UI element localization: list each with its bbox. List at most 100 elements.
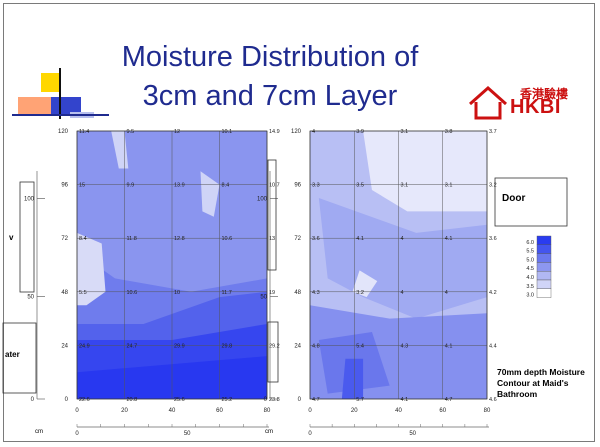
left-side-label-upper: v xyxy=(9,233,14,242)
left-grid-value: 24.9 xyxy=(79,343,90,349)
left-contour-light-top xyxy=(111,131,129,169)
right-x-tick-label: 0 xyxy=(308,408,312,414)
left-x-tick-label: 0 xyxy=(75,408,79,414)
left-bottom-ruler-label: 50 xyxy=(184,431,191,437)
right-grid-value: 3.2 xyxy=(356,290,364,296)
house-roof-icon xyxy=(469,85,507,120)
left-left-ruler-label: 100 xyxy=(24,196,35,202)
right-grid-value: 4.3 xyxy=(401,343,409,349)
legend-level-label: 6.0 xyxy=(526,240,534,246)
right-plot-border xyxy=(309,130,488,400)
right-x-tick-label: 20 xyxy=(351,408,358,414)
left-grid-value: 19 xyxy=(269,290,275,296)
caption-label: 70mm depth Moisture Contour at Maid's Ba… xyxy=(497,367,585,399)
logo-chinese-text: 香港驗樓 xyxy=(520,87,569,101)
left-plot-border xyxy=(76,130,268,400)
left-grid-value: 13.9 xyxy=(174,183,185,189)
left-grid-value: 25.6 xyxy=(174,397,185,403)
left-left-ruler-label: 0 xyxy=(31,397,35,403)
legend-swatch xyxy=(536,235,552,246)
right-y-tick-label: 120 xyxy=(291,129,302,135)
right-grid-value: 3.1 xyxy=(401,183,409,189)
left-left-ruler-label: 50 xyxy=(27,294,34,300)
legend-level-label: 4.0 xyxy=(526,275,534,281)
left-grid-value: 14.9 xyxy=(269,129,280,135)
legend-swatch xyxy=(536,253,552,263)
logo-english-text: HKBI xyxy=(510,96,561,118)
left-grid-value: 10.7 xyxy=(269,183,280,189)
door-label: Door xyxy=(502,193,526,204)
right-grid-value: 4.1 xyxy=(445,236,453,242)
right-grid-value: 3.8 xyxy=(445,129,453,135)
right-y-tick-label: 72 xyxy=(294,236,301,242)
right-left-ruler-label: 100 xyxy=(257,196,268,202)
decoration-vertical-line xyxy=(59,68,61,119)
left-grid-value: 9.5 xyxy=(127,129,135,135)
left-y-tick-label: 0 xyxy=(65,397,69,403)
left-x-tick-label: 40 xyxy=(169,408,176,414)
right-grid-value: 3.6 xyxy=(489,236,497,242)
right-grid-value: 4.8 xyxy=(312,343,320,349)
right-y-tick-label: 0 xyxy=(298,397,302,403)
right-x-tick-label: 60 xyxy=(439,408,446,414)
left-grid-value: 25.2 xyxy=(222,397,233,403)
right-y-tick-label: 24 xyxy=(294,343,301,349)
right-bottom-ruler-label: 50 xyxy=(409,431,416,437)
slide-title: Moisture Distribution of 3cm and 7cm Lay… xyxy=(80,38,460,116)
right-grid-value: 4 xyxy=(401,290,404,296)
left-grid-value: 11.7 xyxy=(222,290,232,296)
left-grid-value: 11.8 xyxy=(127,236,137,242)
right-grid-value: 5.4 xyxy=(356,343,364,349)
right-x-tick-label: 80 xyxy=(484,408,491,414)
left-grid-value: 8.4 xyxy=(79,236,87,242)
right-grid-value: 4 xyxy=(401,236,404,242)
right-contour-darker xyxy=(341,358,364,399)
left-grid-value: 20.8 xyxy=(127,397,138,403)
right-grid-value: 4.6 xyxy=(489,397,497,403)
right-grid-value: 4.1 xyxy=(401,397,409,403)
title-line-1: Moisture Distribution of xyxy=(121,41,419,73)
door-box xyxy=(494,177,568,227)
left-y-tick-label: 96 xyxy=(61,183,68,189)
left-grid-value: 10.6 xyxy=(222,236,233,242)
left-x-tick-label: 80 xyxy=(264,408,271,414)
legend-level-label: 4.5 xyxy=(526,266,534,272)
legend-level-label: 5.0 xyxy=(526,257,534,263)
left-side-label-lower: ater xyxy=(5,350,20,359)
left-grid-value: 10.6 xyxy=(127,290,138,296)
title-line-2: 3cm and 7cm Layer xyxy=(142,80,398,112)
legend-swatch xyxy=(536,288,552,298)
decoration-orange-block xyxy=(18,97,54,116)
left-grid-value: 22.6 xyxy=(79,397,90,403)
legend-level-label: 3.0 xyxy=(526,293,534,299)
right-grid-value: 4.2 xyxy=(489,290,497,296)
right-grid-value: 5.7 xyxy=(356,397,364,403)
right-grid-value: 4.3 xyxy=(312,290,320,296)
left-x-tick-label: 20 xyxy=(121,408,128,414)
right-grid-value: 4 xyxy=(312,129,315,135)
right-grid-value: 3.5 xyxy=(356,183,364,189)
left-grid-value: 23.8 xyxy=(269,397,280,403)
left-grid-value: 10.1 xyxy=(222,129,233,135)
legend-level-label: 3.5 xyxy=(526,284,534,290)
decoration-horizontal-line xyxy=(12,114,109,116)
middle-wall-outline xyxy=(267,159,277,271)
right-left-ruler-label: 50 xyxy=(260,294,267,300)
middle-room-outline xyxy=(267,321,279,383)
left-room-outline-upper xyxy=(19,181,35,293)
right-contour-light-spot xyxy=(352,270,378,298)
left-x-tick-label: 60 xyxy=(216,408,223,414)
right-grid-value: 3.7 xyxy=(489,129,497,135)
right-left-ruler-label: 0 xyxy=(264,397,268,403)
right-grid-value: 4 xyxy=(445,290,448,296)
left-grid-value: 15 xyxy=(79,183,85,189)
right-bottom-ruler-label: 0 xyxy=(308,431,312,437)
left-grid-value: 24.7 xyxy=(127,343,138,349)
left-contour-light-mid xyxy=(200,171,220,217)
left-grid-value: 9.9 xyxy=(127,183,135,189)
left-grid-value: 12 xyxy=(174,129,180,135)
right-y-tick-label: 96 xyxy=(294,183,301,189)
legend-swatch xyxy=(536,279,552,290)
right-grid-value: 4.4 xyxy=(489,343,497,349)
